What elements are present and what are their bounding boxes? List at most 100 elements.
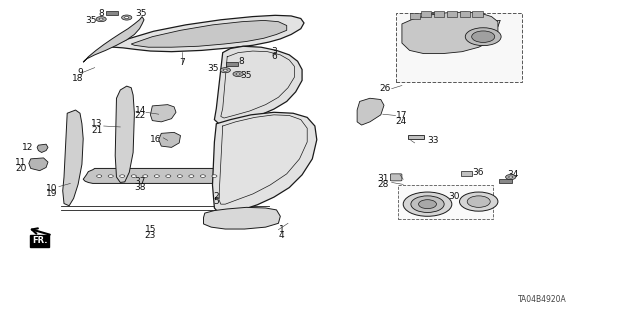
Bar: [499, 179, 512, 183]
Text: 31: 31: [378, 174, 389, 182]
Text: 19: 19: [46, 189, 58, 198]
Text: 9: 9: [77, 68, 83, 77]
Text: 13: 13: [91, 119, 102, 128]
Text: 35: 35: [86, 16, 97, 25]
Text: 4: 4: [279, 231, 284, 240]
Circle shape: [465, 28, 501, 46]
Polygon shape: [159, 132, 180, 147]
Ellipse shape: [166, 175, 171, 177]
Polygon shape: [63, 110, 83, 206]
Circle shape: [220, 68, 230, 73]
Polygon shape: [109, 15, 304, 52]
Text: 17: 17: [396, 111, 407, 120]
Circle shape: [467, 196, 490, 207]
Circle shape: [403, 192, 452, 216]
Text: 5: 5: [213, 197, 219, 206]
Circle shape: [411, 196, 444, 212]
Ellipse shape: [108, 175, 113, 177]
Circle shape: [236, 73, 240, 75]
Polygon shape: [214, 46, 302, 124]
Bar: [447, 11, 457, 17]
Text: 35: 35: [240, 71, 252, 80]
Ellipse shape: [97, 175, 102, 177]
Text: 16: 16: [150, 135, 161, 144]
Circle shape: [460, 192, 498, 211]
Polygon shape: [115, 86, 134, 182]
Circle shape: [125, 17, 129, 19]
Polygon shape: [83, 168, 227, 183]
Text: 28: 28: [378, 180, 389, 189]
Text: 21: 21: [91, 126, 102, 135]
Polygon shape: [29, 158, 48, 171]
Circle shape: [472, 31, 495, 42]
Text: 32: 32: [475, 193, 486, 202]
Ellipse shape: [200, 175, 205, 177]
Text: 30: 30: [448, 192, 460, 201]
Circle shape: [419, 200, 436, 209]
Bar: [398, 185, 493, 219]
Text: 37: 37: [134, 177, 146, 186]
Text: 27: 27: [490, 20, 502, 29]
Polygon shape: [37, 144, 48, 152]
Text: 23: 23: [145, 231, 156, 240]
Text: 18: 18: [72, 74, 83, 83]
Text: 29: 29: [412, 197, 423, 206]
Circle shape: [506, 174, 516, 180]
Text: 35: 35: [207, 64, 219, 73]
Text: 8: 8: [238, 57, 244, 66]
Circle shape: [233, 71, 243, 77]
Circle shape: [509, 176, 513, 178]
Text: 6: 6: [271, 52, 276, 61]
Circle shape: [223, 69, 227, 71]
Polygon shape: [83, 17, 144, 62]
Polygon shape: [150, 105, 176, 122]
Text: TA04B4920A: TA04B4920A: [518, 295, 567, 304]
Text: 14: 14: [134, 106, 146, 115]
FancyBboxPatch shape: [390, 174, 402, 181]
Text: 20: 20: [15, 164, 27, 173]
Bar: [460, 11, 470, 17]
Polygon shape: [357, 98, 384, 125]
Ellipse shape: [131, 175, 136, 177]
Polygon shape: [131, 20, 287, 47]
Text: 15: 15: [145, 225, 156, 234]
Text: 34: 34: [507, 170, 518, 179]
Text: 24: 24: [396, 117, 407, 126]
Ellipse shape: [189, 175, 194, 177]
Text: 8: 8: [98, 9, 104, 18]
Bar: [472, 11, 483, 17]
Text: 27: 27: [431, 12, 442, 21]
Bar: [396, 13, 522, 82]
Bar: [408, 135, 424, 139]
Text: 26: 26: [379, 84, 390, 93]
Text: 12: 12: [22, 143, 33, 152]
Text: 22: 22: [134, 111, 146, 120]
Bar: [461, 171, 472, 176]
Bar: [225, 62, 238, 66]
Text: 35: 35: [136, 9, 147, 18]
Ellipse shape: [212, 175, 217, 177]
Text: 11: 11: [15, 158, 27, 167]
Bar: [434, 11, 444, 17]
Ellipse shape: [177, 175, 182, 177]
Text: 38: 38: [134, 183, 146, 192]
Polygon shape: [402, 12, 498, 54]
Text: 7: 7: [180, 58, 185, 67]
Polygon shape: [212, 112, 317, 213]
Bar: [421, 11, 431, 17]
Text: 1: 1: [279, 225, 284, 234]
Text: 25: 25: [477, 200, 489, 209]
Ellipse shape: [154, 175, 159, 177]
Polygon shape: [204, 207, 280, 229]
Text: 33: 33: [428, 136, 439, 145]
Bar: [410, 13, 420, 19]
Ellipse shape: [120, 175, 125, 177]
Text: 3: 3: [271, 47, 276, 56]
Text: FR.: FR.: [32, 236, 47, 245]
Circle shape: [96, 17, 106, 22]
Circle shape: [122, 15, 132, 20]
Circle shape: [99, 18, 103, 20]
Bar: [106, 11, 118, 15]
Text: 10: 10: [46, 184, 58, 193]
Text: 2: 2: [213, 192, 219, 201]
